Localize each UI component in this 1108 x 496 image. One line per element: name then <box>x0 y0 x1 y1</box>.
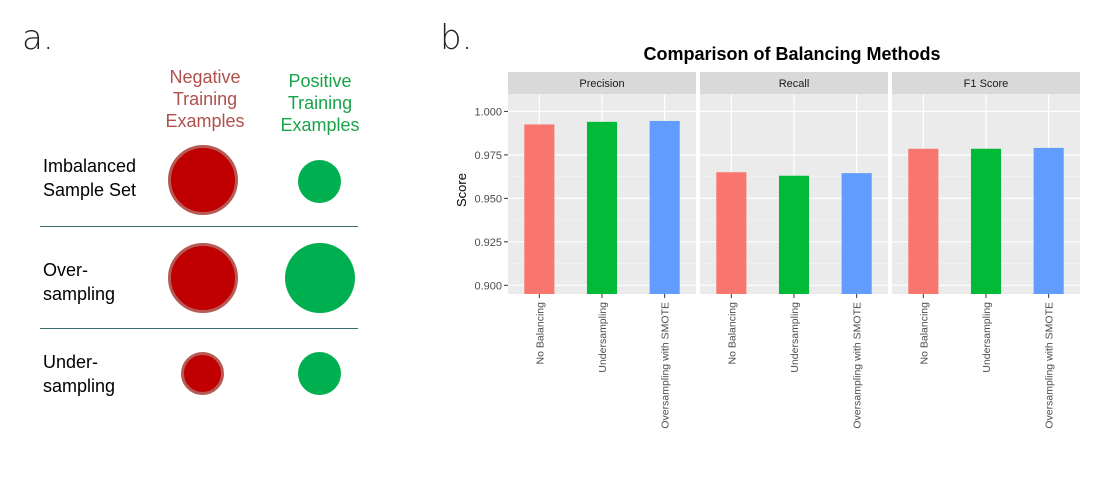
y-tick-label: 0.975 <box>474 150 502 162</box>
y-tick-label: 0.925 <box>474 237 502 249</box>
x-tick-label: Oversampling with SMOTE <box>852 302 864 429</box>
chart-title: Comparison of Balancing Methods <box>643 44 940 64</box>
x-tick-label: Undersampling <box>789 302 801 373</box>
y-tick-label: 1.000 <box>474 106 502 118</box>
facet-strip <box>892 72 1080 94</box>
x-tick-label: No Balancing <box>534 302 546 365</box>
facet-label: Recall <box>779 78 810 90</box>
y-tick-label: 0.950 <box>474 193 502 205</box>
bar-precision-2 <box>649 120 680 295</box>
bar-f1-score-0 <box>908 148 939 294</box>
facet-label: Precision <box>579 78 624 90</box>
facet-strip <box>700 72 888 94</box>
positive-bubble-undersampling <box>298 352 341 395</box>
y-axis-title: Score <box>454 173 469 207</box>
x-tick-label: No Balancing <box>918 302 930 365</box>
row-label-oversampling: Over-sampling <box>43 260 116 304</box>
panel-b-letter: b. <box>440 18 473 58</box>
facet-strip <box>508 72 696 94</box>
panel-a-letter: a. <box>22 18 54 58</box>
negative-bubble-imbalanced <box>168 145 238 215</box>
positive-bubble-imbalanced <box>298 160 341 203</box>
bar-recall-2 <box>841 173 872 294</box>
x-tick-label: Undersampling <box>597 302 609 373</box>
positive-examples-header: Positive Training Examples <box>280 71 360 135</box>
bar-recall-1 <box>778 175 810 294</box>
row-label-undersampling: Under-sampling <box>43 352 116 396</box>
bar-recall-0 <box>716 172 747 294</box>
balancing-methods-chart: Comparison of Balancing Methods Score 0.… <box>454 44 1080 429</box>
bar-f1-score-2 <box>1033 147 1064 294</box>
bar-precision-0 <box>524 124 555 294</box>
x-tick-label: No Balancing <box>726 302 738 365</box>
negative-examples-header: Negative Training Examples <box>165 67 245 131</box>
row-separator <box>40 226 358 227</box>
x-tick-label: Oversampling with SMOTE <box>660 302 672 429</box>
bar-f1-score-1 <box>970 148 1002 294</box>
x-tick-label: Oversampling with SMOTE <box>1044 302 1056 429</box>
positive-bubble-oversampling <box>285 243 355 313</box>
row-label-imbalanced: Imbalanced Sample Set <box>43 156 137 200</box>
negative-bubble-undersampling <box>181 352 224 395</box>
row-separator <box>40 328 358 329</box>
negative-bubble-oversampling <box>168 243 238 313</box>
facet-label: F1 Score <box>964 78 1009 90</box>
y-tick-label: 0.900 <box>474 280 502 292</box>
x-tick-label: Undersampling <box>981 302 993 373</box>
bar-precision-1 <box>586 121 618 295</box>
